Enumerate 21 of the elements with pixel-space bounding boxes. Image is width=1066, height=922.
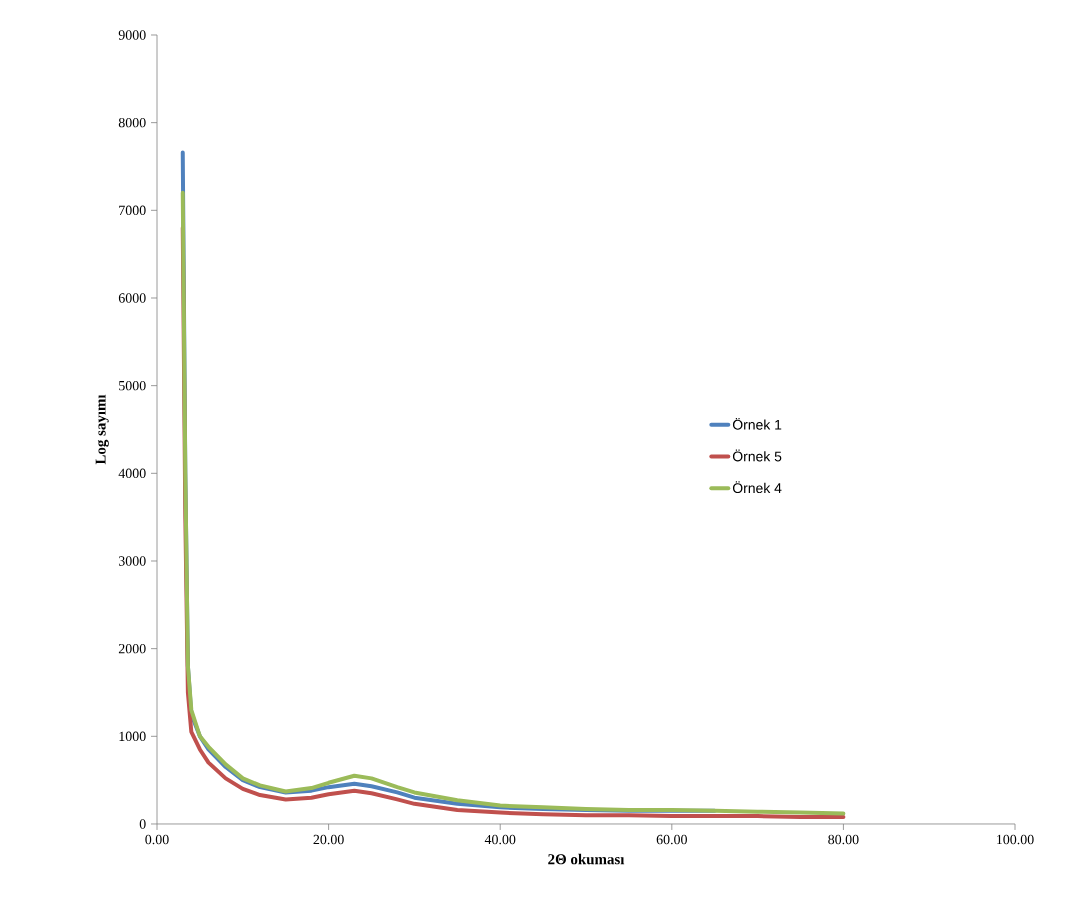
y-tick-label: 9000	[118, 30, 146, 40]
y-tick-label: 5000	[119, 380, 146, 391]
x-tick-label: 0.00	[145, 834, 169, 845]
y-tick-label: 0	[139, 819, 146, 829]
y-tick-label: 3000	[118, 556, 146, 566]
y-tick-label: 4000	[118, 468, 146, 479]
y-axis-title: Log sayımı	[95, 394, 109, 465]
x-tick-label: 20.00	[313, 834, 344, 845]
y-tick-label: 1000	[119, 731, 146, 742]
y-tick-label: 7000	[119, 205, 146, 216]
y-tick-label: 2000	[118, 643, 146, 654]
legend-label: Örnek 1	[732, 417, 782, 430]
x-axis-title: 2Θ okuması	[548, 853, 625, 865]
x-tick-label: 80.00	[828, 834, 859, 845]
y-tick-label: 8000	[118, 117, 146, 128]
x-tick-label: 40.00	[484, 834, 516, 845]
x-tick-label: 60.00	[656, 834, 687, 845]
legend-label: Örnek 4	[732, 481, 782, 494]
legend-label: Örnek 5	[732, 449, 782, 462]
y-tick-label: 6000	[118, 293, 146, 303]
x-tick-label: 100.00	[997, 834, 1034, 845]
